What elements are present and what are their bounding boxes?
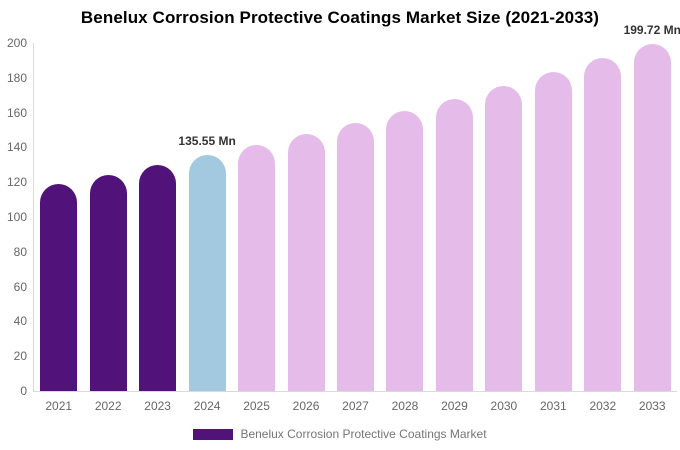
plot-area: 135.55 Mn 199.72 Mn [34, 23, 680, 391]
y-tick-label-80: 80 [13, 244, 27, 259]
y-tick-label-40: 40 [13, 314, 27, 329]
y-tick-label-180: 180 [6, 70, 27, 85]
bar-2025[interactable] [238, 144, 276, 391]
bar-2029[interactable] [435, 98, 473, 391]
bar-2022[interactable] [89, 174, 127, 391]
x-axis-baseline [33, 391, 677, 392]
x-tick-label-2033: 2033 [638, 399, 666, 413]
bar-2027[interactable] [337, 122, 374, 391]
bar-value-label: 199.72 Mn [623, 22, 680, 37]
y-tick-label-100: 100 [6, 210, 27, 224]
x-tick-label-2032: 2032 [589, 399, 617, 413]
y-tick-label-120: 120 [6, 175, 27, 190]
bar-2021[interactable] [40, 183, 78, 391]
legend-swatch [193, 428, 234, 440]
x-tick-label-2024: 2024 [193, 399, 221, 413]
x-tick-label-2028: 2028 [391, 399, 419, 413]
bar-2033[interactable] [633, 43, 671, 391]
x-tick-label-2026: 2026 [292, 399, 320, 413]
legend-label: Benelux Corrosion Protective Coatings Ma… [240, 427, 487, 441]
x-tick-label-2025: 2025 [243, 399, 270, 413]
x-tick-label-2031: 2031 [539, 399, 567, 413]
chart-title: Benelux Corrosion Protective Coatings Ma… [80, 8, 600, 27]
y-axis-line [33, 43, 34, 391]
x-tick-label-2021: 2021 [45, 399, 73, 413]
bar-2023[interactable] [139, 165, 177, 391]
y-tick-label-20: 20 [13, 349, 27, 364]
bar-2031[interactable] [534, 72, 572, 391]
x-tick-label-2029: 2029 [441, 399, 468, 413]
bar-2026[interactable] [287, 133, 325, 391]
legend[interactable]: Benelux Corrosion Protective Coatings Ma… [0, 427, 680, 441]
x-tick-label-2027: 2027 [342, 399, 369, 413]
bar-2032[interactable] [584, 58, 622, 391]
bar-2030[interactable] [485, 85, 523, 391]
x-tick-label-2030: 2030 [490, 399, 518, 413]
x-tick-label-2023: 2023 [144, 399, 171, 413]
bar-2024[interactable] [188, 155, 226, 391]
bar-2028[interactable] [386, 110, 424, 391]
y-tick-label-200: 200 [6, 36, 27, 50]
y-tick-label-140: 140 [6, 140, 27, 155]
y-tick-label-60: 60 [13, 279, 27, 294]
x-tick-label-2022: 2022 [94, 399, 122, 413]
y-tick-label-0: 0 [20, 384, 27, 398]
y-tick-label-160: 160 [6, 105, 27, 120]
bar-value-label: 135.55 Mn [178, 134, 236, 149]
